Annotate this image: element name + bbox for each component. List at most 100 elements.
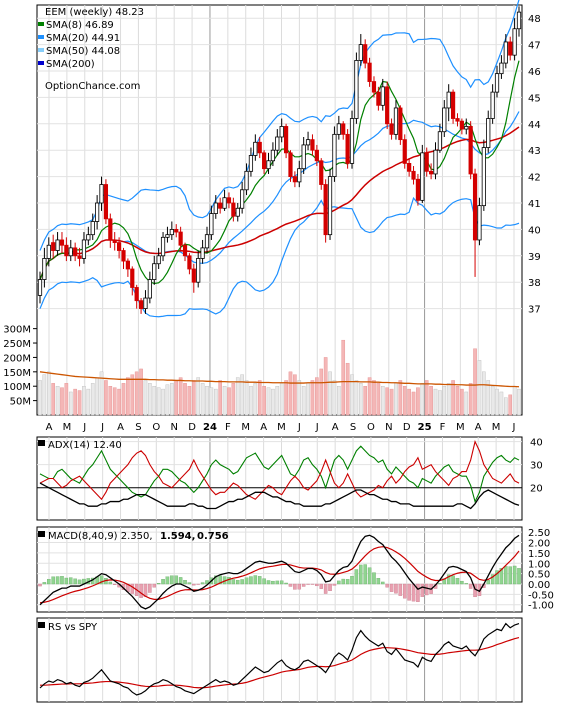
candle-body [112,239,117,244]
volume-bar [38,380,42,416]
volume-tick-label: 150M [3,368,31,379]
price-tick-label: 48 [528,14,541,25]
volume-bar [209,387,214,416]
sma8-line [39,60,520,285]
macd-histogram-bar [341,578,345,585]
volume-bar [192,380,196,416]
x-axis-label: M [456,422,465,433]
x-axis-label: M [63,422,72,433]
x-axis-label: O [152,422,160,433]
candle-body [472,173,478,241]
adx-tick-label: 40 [530,438,543,449]
volume-tick-label: 50M [10,397,31,408]
candle-body [516,11,522,30]
volume-bar [385,387,389,416]
candle-body [363,44,368,64]
macd-histogram-bar [424,583,429,596]
candle-body [354,60,359,119]
volume-tick-label: 100M [3,382,31,393]
volume-bar [183,383,187,416]
volume-bar [134,371,139,416]
volume-bar [222,386,227,416]
candle-body [323,184,328,236]
x-axis-label: S [350,422,356,433]
macd-tick-label: -0.50 [528,590,554,601]
macd-histogram-bar [504,566,508,585]
volume-bar [310,380,315,416]
candle-body [455,118,460,122]
candle-body [81,239,87,259]
candle-body [174,228,179,233]
volume-bar [95,377,99,416]
candle-body [59,239,65,246]
volume-bar [108,386,113,416]
candle-body [341,123,346,135]
price-tick-label: 44 [528,120,541,131]
candle-body [240,189,245,209]
candle-body [459,120,464,130]
price-tick-label: 40 [528,225,541,236]
macd-histogram-bar [187,582,192,585]
candle-body [385,86,390,125]
candle-body [253,141,258,156]
volume-bar [121,383,126,416]
volume-bar [354,380,359,416]
volume-bar [407,388,411,416]
x-axis-label: 25 [418,422,432,433]
candle-body [494,73,500,93]
macd-histogram-bar [398,583,403,596]
volume-bar [218,380,222,416]
volume-bar [424,380,429,416]
candle-body [279,126,284,138]
macd-histogram-bar [192,583,196,586]
candle-body [187,255,192,270]
volume-bar [156,387,161,416]
macd-histogram-bar [306,583,310,585]
x-axis-label: F [440,422,446,433]
volume-bar [363,386,367,416]
candle-body [213,202,218,214]
macd-histogram-bar [38,583,42,587]
volume-bar [99,371,104,416]
macd-legend-swatch [38,531,45,537]
macd-histogram-bar [236,580,240,585]
candle-body [393,107,399,135]
price-tick-label: 37 [528,305,541,316]
macd-histogram-bar [332,583,337,586]
macd-histogram-bar [407,583,411,601]
legend-entry: SMA(200) [46,59,95,70]
price-tick-label: 42 [528,173,541,184]
candle-body [235,207,240,217]
volume-bar [266,387,271,416]
minus-di-line [39,439,520,501]
macd-histogram-bar [372,572,376,585]
volume-bar [231,383,236,416]
volume-bar [90,383,95,416]
volume-bar [297,380,302,416]
macd-histogram-bar [319,583,323,589]
candle-body [481,147,486,207]
volume-bar [205,386,209,416]
volume-bar [460,388,464,416]
price-tick-label: 39 [528,252,541,263]
watermark-text: OptionChance.com [45,81,140,92]
volume-bar [73,388,77,416]
volume-bar [174,380,179,416]
x-axis-label: D [403,422,411,433]
macd-label: MACD(8,40,9) 2.350, [48,531,153,542]
candle-body [415,178,421,201]
volume-bar [429,386,433,416]
volume-bar [315,377,319,416]
candle-body [130,268,135,288]
candle-body [42,258,47,280]
volume-bar [213,388,218,416]
candle-body [68,247,73,257]
candle-body [152,263,157,280]
macd-histogram-bar [55,576,60,585]
candle-body [117,242,122,251]
volume-bar [341,339,346,416]
volume-bar [376,383,381,416]
price-tick-label: 47 [528,41,541,52]
x-axis-label: M [492,422,501,433]
macd-tick-label: 0.00 [528,580,550,591]
